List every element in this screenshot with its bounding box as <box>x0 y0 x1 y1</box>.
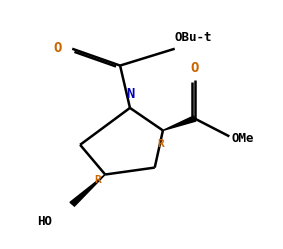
Text: O: O <box>54 41 62 55</box>
Text: R: R <box>157 139 164 149</box>
Text: HO: HO <box>37 215 52 228</box>
Text: OBu-t: OBu-t <box>175 31 212 44</box>
Text: N: N <box>126 87 134 101</box>
Text: O: O <box>190 61 199 75</box>
Polygon shape <box>70 175 105 206</box>
Text: OMe: OMe <box>231 132 254 145</box>
Polygon shape <box>163 116 196 130</box>
Text: R: R <box>94 175 101 185</box>
